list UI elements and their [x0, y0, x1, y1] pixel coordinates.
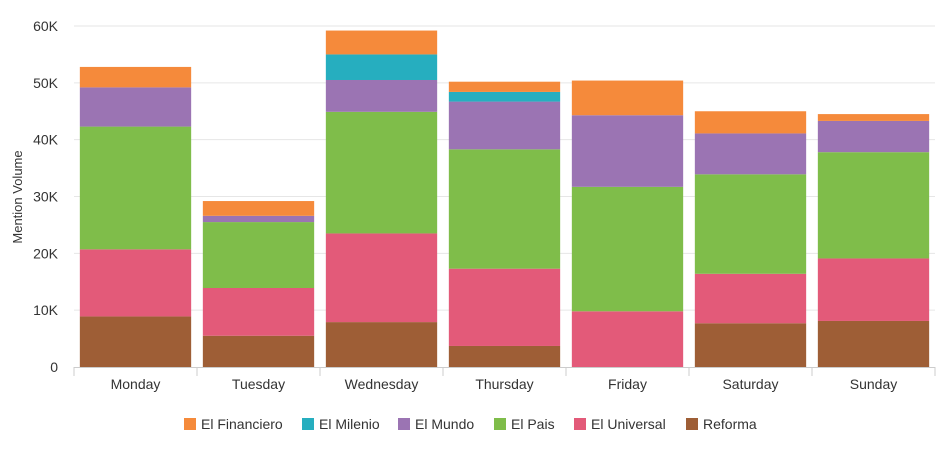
- y-tick-label: 40K: [33, 132, 59, 148]
- bar-segment-el-mundo-sunday[interactable]: [817, 120, 930, 153]
- bar-segment-el-pais-thursday[interactable]: [448, 149, 561, 269]
- x-tick-label: Tuesday: [232, 376, 285, 392]
- legend-item-reforma[interactable]: Reforma: [703, 416, 757, 432]
- y-tick-label: 30K: [33, 189, 59, 205]
- bar-segment-el-mundo-wednesday[interactable]: [325, 79, 438, 112]
- bar-segment-el-pais-wednesday[interactable]: [325, 111, 438, 234]
- bar-segment-reforma-thursday[interactable]: [448, 345, 561, 367]
- bar-segment-el-mundo-saturday[interactable]: [694, 133, 807, 175]
- bar-segment-el-pais-sunday[interactable]: [817, 152, 930, 259]
- bar-segment-el-mundo-tuesday[interactable]: [202, 215, 315, 223]
- bar-segment-el-financiero-saturday[interactable]: [694, 111, 807, 134]
- y-tick-label: 20K: [33, 245, 59, 261]
- y-tick-label: 0: [50, 359, 58, 375]
- bar-segment-el-financiero-monday[interactable]: [79, 66, 192, 88]
- bar-segment-reforma-sunday[interactable]: [817, 320, 930, 367]
- bar-segment-reforma-monday[interactable]: [79, 316, 192, 367]
- legend: El Financiero El Milenio El Mundo El Pais El…: [184, 416, 757, 432]
- x-tick-label: Sunday: [850, 376, 897, 392]
- legend-swatch-el-pais: [494, 418, 506, 430]
- bar-segment-el-financiero-sunday[interactable]: [817, 114, 930, 121]
- bar-segment-el-universal-sunday[interactable]: [817, 258, 930, 321]
- bar-segment-reforma-saturday[interactable]: [694, 323, 807, 367]
- legend-swatch-el-financiero: [184, 418, 196, 430]
- bar-segment-el-pais-monday[interactable]: [79, 126, 192, 250]
- x-tick-label: Saturday: [722, 376, 778, 392]
- bar-segment-el-universal-friday[interactable]: [571, 311, 684, 367]
- bar-segment-el-financiero-thursday[interactable]: [448, 81, 561, 92]
- legend-item-el-milenio[interactable]: El Milenio: [319, 416, 380, 432]
- legend-item-el-universal[interactable]: El Universal: [591, 416, 666, 432]
- legend-swatch-reforma: [686, 418, 698, 430]
- bar-segment-el-universal-wednesday[interactable]: [325, 233, 438, 323]
- bar-segment-el-financiero-wednesday[interactable]: [325, 30, 438, 55]
- legend-swatch-el-mundo: [398, 418, 410, 430]
- bar-segment-el-universal-thursday[interactable]: [448, 268, 561, 346]
- legend-item-el-pais[interactable]: El Pais: [511, 416, 555, 432]
- legend-item-el-mundo[interactable]: El Mundo: [415, 416, 474, 432]
- bar-segment-el-mundo-friday[interactable]: [571, 115, 684, 187]
- x-tick-label: Monday: [111, 376, 161, 392]
- bar-segment-el-mundo-thursday[interactable]: [448, 101, 561, 150]
- legend-swatch-el-milenio: [302, 418, 314, 430]
- bar-segment-el-universal-saturday[interactable]: [694, 273, 807, 324]
- bars: [79, 30, 930, 367]
- y-tick-label: 10K: [33, 302, 59, 318]
- y-tick-label: 50K: [33, 75, 59, 91]
- x-tick-label: Wednesday: [345, 376, 419, 392]
- y-axis-title: Mention Volume: [10, 150, 25, 243]
- bar-segment-reforma-wednesday[interactable]: [325, 322, 438, 367]
- legend-swatch-el-universal: [574, 418, 586, 430]
- bar-segment-reforma-tuesday[interactable]: [202, 335, 315, 367]
- y-axis-ticks: 0 10K 20K 30K 40K 50K 60K: [33, 18, 59, 375]
- x-tick-label: Friday: [608, 376, 647, 392]
- bar-segment-el-financiero-friday[interactable]: [571, 80, 684, 116]
- bar-segment-el-mundo-monday[interactable]: [79, 87, 192, 127]
- bar-segment-el-universal-tuesday[interactable]: [202, 288, 315, 336]
- bar-segment-el-milenio-wednesday[interactable]: [325, 54, 438, 80]
- y-tick-label: 60K: [33, 18, 59, 34]
- legend-item-el-financiero[interactable]: El Financiero: [201, 416, 283, 432]
- bar-segment-el-financiero-tuesday[interactable]: [202, 201, 315, 216]
- bar-segment-el-universal-monday[interactable]: [79, 249, 192, 317]
- bar-segment-el-pais-tuesday[interactable]: [202, 222, 315, 289]
- bar-segment-el-milenio-thursday[interactable]: [448, 91, 561, 102]
- x-axis: Monday Tuesday Wednesday Thursday Friday Satu…: [73, 367, 936, 392]
- bar-segment-el-pais-friday[interactable]: [571, 186, 684, 312]
- x-tick-label: Thursday: [475, 376, 533, 392]
- bar-segment-el-pais-saturday[interactable]: [694, 174, 807, 274]
